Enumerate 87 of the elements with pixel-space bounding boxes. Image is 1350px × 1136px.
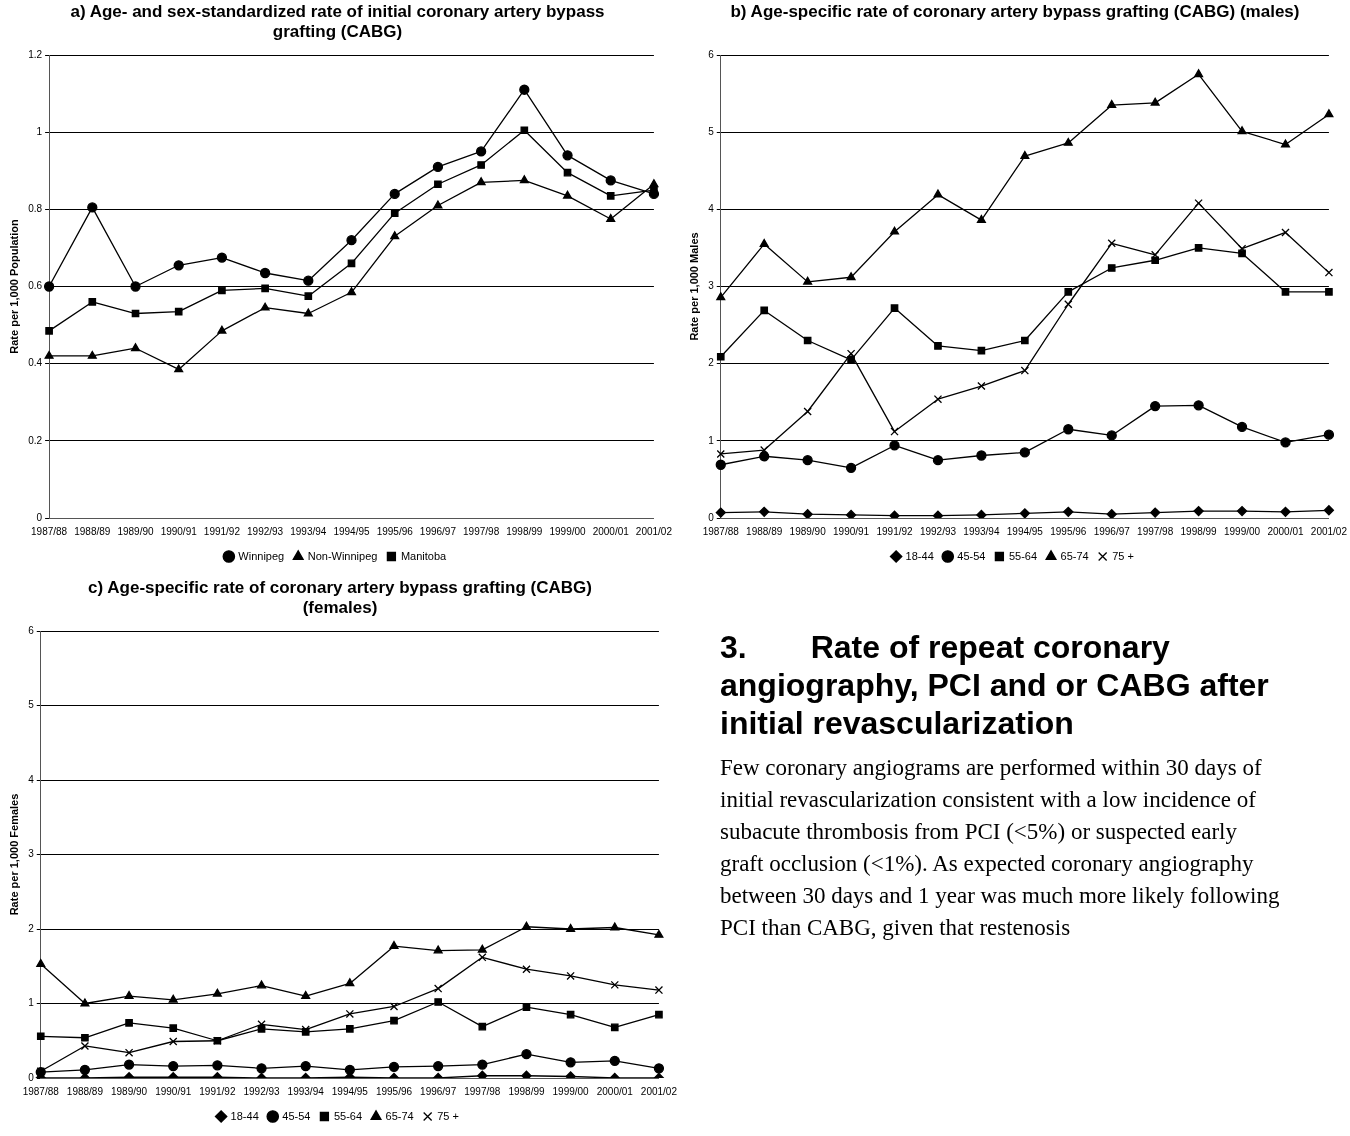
x-tick-label: 1987/88	[22, 1085, 60, 1097]
y-tick-label: 1	[36, 125, 43, 137]
x-tick-label: 1988/89	[74, 525, 111, 537]
text: 3. Rate of repeat coronary angiography, PCI and or CABG after initial revascularization	[720, 628, 1270, 742]
x-tick-label: 1992/93	[247, 525, 284, 537]
x-tick-label: 1996/97	[420, 1085, 457, 1097]
y-tick-label: 4	[28, 773, 35, 785]
x-tick-label: 1995/96	[376, 525, 414, 537]
legend-label: 55-64	[1008, 549, 1038, 562]
legend-label: 18-44	[905, 549, 934, 562]
chart-title: a) Age- and sex-standardized rate of initial coronary artery bypass grafting (CABG)	[69, 2, 606, 43]
x-tick-label: 1995/96	[1050, 525, 1087, 537]
x-tick-label: 1993/94	[287, 1085, 325, 1097]
y-tick-label: 6	[28, 624, 35, 636]
x-tick-label: 2001/02	[1310, 525, 1348, 537]
legend-label: 55-64	[333, 1109, 363, 1122]
legend-label: Non-Winnipeg	[307, 549, 378, 562]
x-tick-label: 1998/99	[506, 525, 543, 537]
y-tick-label: 1.2	[28, 48, 43, 60]
y-tick-label: 1	[28, 997, 35, 1009]
y-tick-label: 1	[708, 434, 715, 446]
x-tick-label: 1991/92	[203, 525, 241, 537]
x-tick-label: 1997/98	[464, 1085, 501, 1097]
legend-label: 75 +	[1112, 549, 1134, 562]
x-tick-label: 1989/90	[117, 525, 155, 537]
y-tick-label: 0.4	[28, 357, 43, 369]
x-tick-label: 1993/94	[963, 525, 1000, 537]
y-tick-label: 0.2	[28, 434, 43, 446]
y-tick-label: 0	[36, 511, 43, 523]
x-tick-label: 1996/97	[419, 525, 457, 537]
x-tick-label: 1991/92	[876, 525, 914, 537]
x-tick-label: 1994/95	[331, 1085, 369, 1097]
x-tick-label: 2000/01	[592, 525, 630, 537]
legend-label: 45-54	[957, 549, 986, 562]
x-tick-label: 1987/88	[702, 525, 740, 537]
x-tick-label: 1988/89	[746, 525, 783, 537]
chart-title: c) Age-specific rate of coronary artery bypass grafting (CABG) (females)	[87, 578, 593, 619]
y-tick-label: 0.8	[28, 203, 43, 215]
y-tick-label: 5	[28, 699, 35, 711]
x-tick-label: 1999/00	[1223, 525, 1261, 537]
x-tick-label: 1998/99	[1180, 525, 1218, 537]
legend-label: 65-74	[1060, 549, 1089, 562]
legend-label: 75 +	[437, 1109, 459, 1122]
x-tick-label: 1997/98	[463, 525, 500, 537]
y-axis-title: Rate per 1,000 Males	[687, 232, 700, 341]
x-tick-label: 1992/93	[243, 1085, 281, 1097]
x-tick-label: 1989/90	[789, 525, 827, 537]
y-tick-label: 2	[708, 357, 715, 369]
x-tick-label: 2000/01	[596, 1085, 634, 1097]
legend-label: Winnipeg	[238, 549, 285, 562]
y-tick-label: 0	[708, 511, 715, 523]
x-tick-label: 1990/91	[833, 525, 870, 537]
y-tick-label: 3	[28, 848, 35, 860]
x-tick-label: 1999/00	[552, 1085, 590, 1097]
legend-label: 65-74	[385, 1109, 414, 1122]
x-tick-label: 1990/91	[155, 1085, 192, 1097]
y-tick-label: 5	[708, 125, 715, 137]
legend-label: 45-54	[282, 1109, 311, 1122]
y-tick-label: 3	[708, 280, 715, 292]
y-tick-label: 0.6	[28, 280, 43, 292]
y-tick-label: 6	[708, 48, 715, 60]
y-axis-title: Rate per 1,000 Females	[7, 793, 20, 916]
x-tick-label: 1991/92	[199, 1085, 236, 1097]
x-tick-label: 2001/02	[635, 525, 673, 537]
y-tick-label: 2	[28, 922, 35, 934]
legend-label: Manitoba	[400, 549, 448, 562]
chart-title: b) Age-specific rate of coronary artery bypass grafting (CABG) (males)	[729, 2, 1301, 23]
x-tick-label: 1987/88	[31, 525, 68, 537]
y-tick-label: 4	[708, 203, 715, 215]
y-axis-title: Rate per 1,000 Population	[7, 218, 20, 354]
x-tick-label: 2001/02	[640, 1085, 678, 1097]
x-tick-label: 1996/97	[1093, 525, 1131, 537]
x-tick-label: 1993/94	[290, 525, 327, 537]
x-tick-label: 1998/99	[508, 1085, 545, 1097]
x-tick-label: 1992/93	[919, 525, 957, 537]
x-tick-label: 1995/96	[375, 1085, 413, 1097]
text: Few coronary angiograms are performed within 30 days of initial revascularization consistent with a low incidence of subacute thrombosis from PCI (<5%) or suspected early graft occlusion (<1%). As expected coronary angiography between 30 days and 1 year was much more likely following PCI than CABG, given that restenosis	[720, 754, 1280, 942]
x-tick-label: 1994/95	[333, 525, 371, 537]
x-tick-label: 1988/89	[66, 1085, 104, 1097]
legend-label: 18-44	[230, 1109, 259, 1122]
x-tick-label: 2000/01	[1267, 525, 1304, 537]
x-tick-label: 1989/90	[110, 1085, 148, 1097]
x-tick-label: 1990/91	[160, 525, 198, 537]
x-tick-label: 1999/00	[549, 525, 587, 537]
x-tick-label: 1994/95	[1006, 525, 1044, 537]
x-tick-label: 1997/98	[1137, 525, 1174, 537]
y-tick-label: 0	[28, 1071, 35, 1083]
